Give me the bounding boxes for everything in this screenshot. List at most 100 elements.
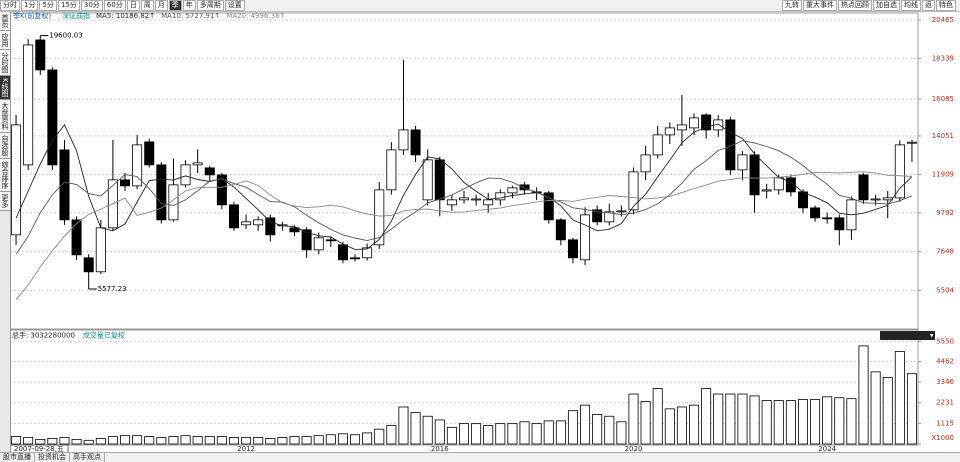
tool-button[interactable]: 返 (922, 0, 935, 11)
candle-body (471, 198, 482, 201)
period-tab[interactable]: 60分 (103, 0, 126, 11)
tool-buttons: 九转 重大事件 热点回顾 加自选 均线返特色 (782, 0, 957, 11)
tool-button[interactable]: 均线 (901, 0, 921, 11)
candle-body (337, 244, 348, 261)
tool-button[interactable]: 加自选 (873, 0, 900, 11)
candle-body (749, 154, 760, 196)
sidebar-item[interactable]: 自选股 (0, 132, 10, 159)
volume-bar (471, 423, 482, 445)
period-tab[interactable]: 年 (182, 0, 196, 11)
period-tab[interactable]: 5分 (39, 0, 57, 11)
period-tab[interactable]: 30分 (80, 0, 103, 11)
candle-body (156, 164, 167, 221)
period-tab[interactable]: 日 (126, 0, 140, 11)
volume-bar (325, 434, 336, 445)
volume-bar (180, 435, 191, 445)
candle-body (725, 119, 736, 171)
tool-button[interactable]: 重大事件 (803, 0, 837, 11)
candle-body (761, 189, 772, 192)
chart-subtitle: 深证成指 (62, 11, 90, 20)
price-panel (9, 12, 919, 330)
volume-bar (422, 415, 433, 445)
candle-body (23, 44, 34, 166)
sidebar-item[interactable]: 首页 (0, 12, 10, 31)
legend-entry: MA10: 5727.91↑ (161, 12, 220, 20)
sidebar-item[interactable]: 应用 (0, 31, 10, 50)
sidebar-item[interactable]: 分时图 (0, 50, 10, 76)
candle-body (616, 210, 627, 213)
volume-bar (458, 423, 470, 445)
candle-body (543, 192, 554, 221)
volume-bar (83, 439, 94, 445)
ma-line (15, 171, 912, 300)
footer-tab[interactable]: 投资机会 (35, 453, 70, 462)
volume-bar (398, 406, 409, 445)
candle-body (204, 167, 215, 176)
volume-bar (144, 436, 155, 445)
dropdown-arrow: ▾ (930, 332, 934, 340)
candle-body (701, 114, 712, 131)
volume-bar (35, 438, 46, 445)
candle-body (797, 191, 808, 209)
volume-bar (434, 419, 445, 445)
x-tick-label: 2020 (625, 445, 643, 453)
tool-button[interactable]: 九转 (782, 0, 802, 11)
tool-button[interactable]: 特色 (936, 0, 956, 11)
footer-tab[interactable]: 高手观点 (70, 453, 105, 462)
period-tab[interactable]: 月 (154, 0, 168, 11)
candle-body (434, 159, 445, 201)
volume-bar (228, 437, 239, 445)
volume-bar (446, 426, 457, 445)
volume-bar (652, 388, 663, 445)
period-tab[interactable]: 1分 (21, 0, 39, 11)
y-tick-label: 20465 (932, 16, 954, 24)
sidebar-item[interactable]: 更多 (0, 191, 10, 211)
volume-bar (592, 413, 603, 445)
candle-body (495, 192, 506, 201)
sidebar-item[interactable]: 大盘资料 (0, 99, 10, 133)
volume-bar (689, 404, 700, 445)
period-tab[interactable]: 多周期 (196, 0, 224, 11)
period-tab[interactable]: 设置 (224, 0, 245, 11)
volume-bar (216, 436, 227, 445)
volume-bar (822, 396, 833, 445)
candle-body (870, 198, 881, 201)
volume-bar (894, 351, 905, 445)
volume-bar (749, 395, 760, 445)
footer-tab[interactable]: 股市直播 (0, 453, 35, 462)
sidebar-item[interactable]: K线图 (0, 76, 10, 100)
tool-button[interactable]: 热点回顾 (838, 0, 872, 11)
candle-body (325, 239, 336, 242)
y-tick-label: 16085 (932, 95, 954, 103)
volume-bar (797, 399, 808, 445)
candle-body (906, 141, 917, 144)
period-tab[interactable]: 15分 (57, 0, 80, 11)
period-tab[interactable]: 季 (168, 0, 182, 11)
volume-bar (604, 415, 615, 445)
y-tick-label: 9792 (936, 209, 954, 217)
period-tab[interactable]: 分时 (0, 0, 20, 11)
volume-bar (640, 401, 651, 445)
volume-total: 3032280000 (30, 332, 75, 340)
candle-body (652, 134, 663, 156)
volume-bar (277, 437, 288, 445)
volume-title: 总手: (12, 331, 28, 340)
candle-body (350, 257, 361, 260)
volume-bar (253, 437, 264, 445)
sidebar-item[interactable]: 综合排序 (0, 158, 10, 192)
candle-body (59, 149, 70, 221)
candle-body (894, 144, 905, 199)
indicator-selector[interactable] (880, 331, 935, 340)
candle-body (168, 184, 179, 221)
candle-body (398, 129, 409, 151)
candle-body (446, 199, 457, 206)
period-tab[interactable]: 周 (140, 0, 154, 11)
y-tick-label: 11909 (932, 171, 954, 179)
volume-bar (362, 432, 373, 445)
candle-body (192, 162, 203, 166)
volume-bar (846, 398, 857, 445)
candle-body (132, 144, 143, 187)
volume-bar (664, 408, 675, 445)
volume-bar (350, 434, 361, 445)
